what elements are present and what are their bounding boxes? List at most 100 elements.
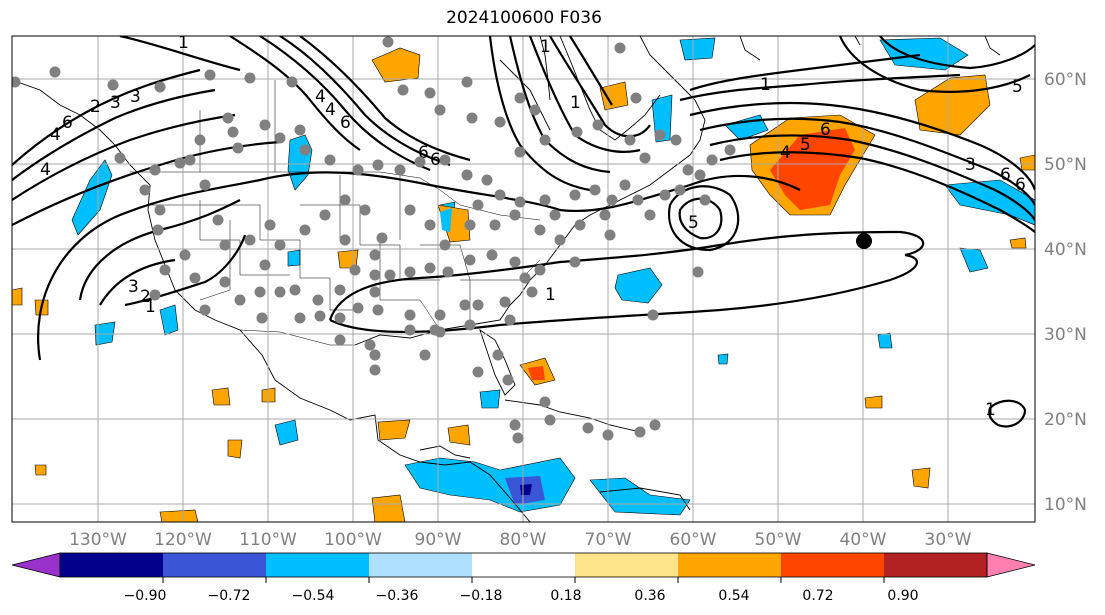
colorbar-min-extension <box>11 552 61 578</box>
colorbar-tick-label: −0.90 <box>124 588 167 604</box>
station-marker <box>461 76 473 88</box>
station-marker <box>159 264 171 276</box>
station-marker <box>494 116 506 128</box>
station-marker <box>492 349 504 361</box>
station-marker <box>404 309 416 321</box>
station-marker <box>339 194 351 206</box>
station-marker <box>434 104 446 116</box>
storm-position-marker <box>856 233 872 249</box>
station-marker <box>647 309 659 321</box>
station-marker <box>312 294 324 306</box>
contour-label: 3 <box>128 277 139 297</box>
contour-label: 2 <box>90 97 101 117</box>
station-marker <box>334 312 346 324</box>
station-marker <box>372 159 384 171</box>
station-marker <box>644 209 656 221</box>
station-marker <box>199 304 211 316</box>
positive-anomaly-core <box>528 366 545 380</box>
colorbar-tick-label: 0.72 <box>802 588 833 604</box>
station-marker <box>589 184 601 196</box>
contour-label: 1 <box>570 93 581 113</box>
colorbar-tick-label: −0.72 <box>208 588 251 604</box>
station-marker <box>634 426 646 438</box>
station-marker <box>369 349 381 361</box>
station-marker <box>286 76 298 88</box>
station-marker <box>699 194 711 206</box>
longitude-label: 50°W <box>755 530 802 550</box>
contour-label: 4 <box>50 125 61 145</box>
station-marker <box>289 284 301 296</box>
station-marker <box>424 219 436 231</box>
negative-anomaly-region <box>440 208 452 232</box>
station-marker <box>526 286 538 298</box>
latitude-label: 20°N <box>1044 410 1087 430</box>
longitude-labels: 130°W 120°W 110°W 100°W 90°W 80°W 70°W 6… <box>69 530 972 550</box>
positive-anomaly-region <box>211 387 231 406</box>
negative-anomaly-region <box>879 37 969 71</box>
station-marker <box>569 189 581 201</box>
colorbar-bin <box>163 553 267 577</box>
station-marker <box>274 286 286 298</box>
station-marker <box>369 286 381 298</box>
colorbar-bin <box>266 553 370 577</box>
colorbar-bin <box>781 553 885 577</box>
longitude-label: 40°W <box>840 530 887 550</box>
station-marker <box>219 239 231 251</box>
station-marker <box>339 234 351 246</box>
station-marker <box>632 194 644 206</box>
negative-anomaly-region <box>679 37 716 61</box>
negative-anomaly-region <box>274 419 299 446</box>
colorbar-bin <box>369 553 473 577</box>
colorbar-frame <box>59 552 988 578</box>
map-panel[interactable]: 3 2 1 6 4 6 4 3 1 5 6 1 6 4 5 6 1 3 6 5 … <box>10 33 1036 522</box>
colorbar-tick-label: −0.18 <box>460 588 503 604</box>
station-marker <box>459 299 471 311</box>
station-marker <box>602 429 614 441</box>
negative-anomaly-region <box>614 267 663 304</box>
contour-label: 5 <box>1012 77 1023 97</box>
station-marker <box>682 164 694 176</box>
station-marker <box>504 314 516 326</box>
latitude-label: 50°N <box>1044 155 1087 175</box>
negative-anomaly-region <box>877 332 893 349</box>
station-marker <box>670 134 682 146</box>
station-marker <box>334 284 346 296</box>
colorbar-tick-labels: −0.90 −0.72 −0.54 −0.36 −0.18 0.18 0.36 … <box>124 588 919 604</box>
station-marker <box>319 209 331 221</box>
station-marker <box>204 69 216 81</box>
map-title: 2024100600 F036 <box>446 8 602 28</box>
station-marker <box>514 92 526 104</box>
station-marker <box>434 309 446 321</box>
station-marker <box>512 432 524 444</box>
contour-label: 3 <box>965 155 976 175</box>
longitude-label: 90°W <box>415 530 462 550</box>
station-marker <box>472 366 484 378</box>
station-marker <box>369 364 381 376</box>
station-marker <box>614 42 626 54</box>
station-marker <box>179 249 191 261</box>
station-marker <box>212 214 224 226</box>
negative-anomaly-region <box>724 114 769 141</box>
station-marker <box>509 419 521 431</box>
positive-anomaly-region <box>911 467 931 489</box>
station-marker <box>299 224 311 236</box>
contour-label: 1 <box>760 75 771 95</box>
negative-anomaly-region <box>479 389 501 409</box>
longitude-label: 130°W <box>69 530 127 550</box>
station-marker <box>539 134 551 146</box>
station-marker <box>424 87 436 99</box>
contour-label: 1 <box>145 297 156 317</box>
colorbar-tick-label: 0.18 <box>550 588 581 604</box>
positive-anomaly-region <box>1009 237 1027 249</box>
station-marker <box>466 112 478 124</box>
contour-label: 6 <box>62 113 73 133</box>
longitude-label: 60°W <box>670 530 717 550</box>
map-frame <box>11 35 1036 523</box>
station-marker <box>174 157 186 169</box>
station-marker <box>234 294 246 306</box>
station-marker <box>630 92 642 104</box>
station-marker <box>184 154 196 166</box>
station-marker <box>494 189 506 201</box>
station-marker <box>519 272 531 284</box>
